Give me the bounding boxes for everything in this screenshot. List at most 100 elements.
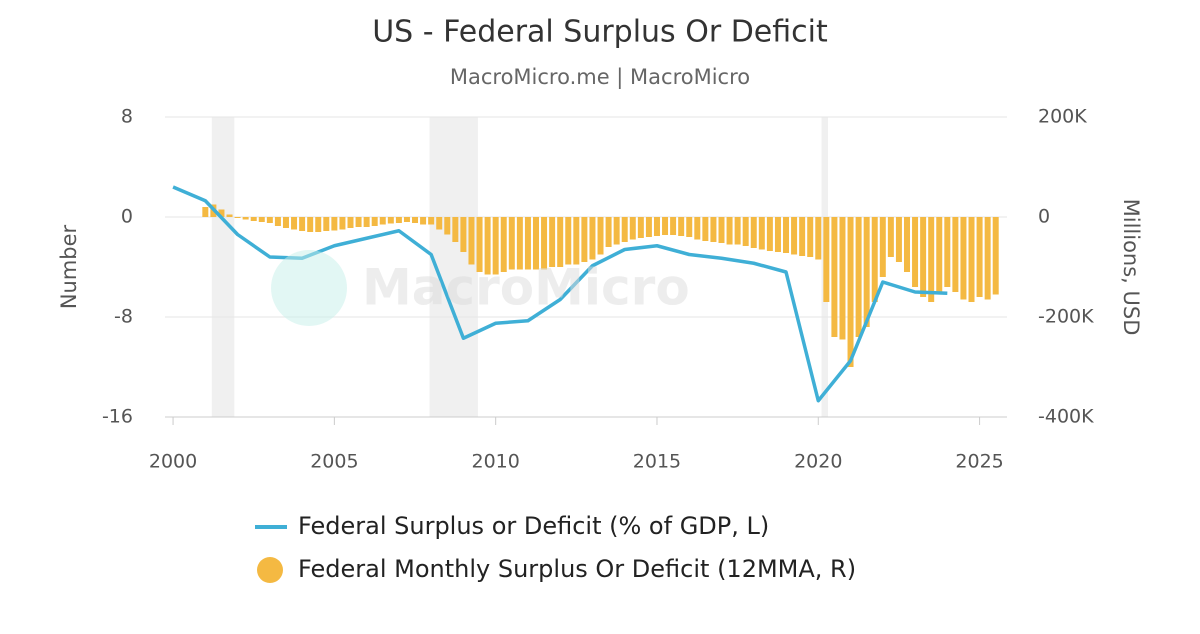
bar xyxy=(718,217,725,243)
bar xyxy=(815,217,822,260)
bar xyxy=(581,217,588,262)
watermark-icon xyxy=(271,250,347,326)
bar xyxy=(928,217,935,302)
bar xyxy=(371,217,378,226)
bar xyxy=(605,217,612,247)
bar xyxy=(863,217,870,327)
bar xyxy=(871,217,878,302)
bar xyxy=(412,217,419,223)
bar xyxy=(597,217,604,255)
bar xyxy=(557,217,564,267)
bar xyxy=(476,217,483,272)
y-tick-label: -8 xyxy=(114,306,133,328)
bar xyxy=(686,217,693,237)
bar xyxy=(653,217,660,236)
bar xyxy=(879,217,886,277)
y2-tick-label: -400K xyxy=(1038,406,1094,428)
bar xyxy=(791,217,798,255)
bar xyxy=(323,217,330,231)
bar xyxy=(678,217,685,236)
chart-title: US - Federal Surplus Or Deficit xyxy=(372,15,828,50)
bar xyxy=(508,217,515,270)
bar xyxy=(960,217,967,300)
y2-tick-label: -200K xyxy=(1038,306,1094,328)
bar xyxy=(903,217,910,272)
bar xyxy=(968,217,975,302)
bar xyxy=(847,217,854,367)
bar xyxy=(734,217,741,245)
bar xyxy=(766,217,773,251)
bar xyxy=(226,214,233,217)
bar xyxy=(500,217,507,272)
x-tick-label: 2000 xyxy=(149,451,197,473)
y-tick-label: -16 xyxy=(102,406,133,428)
bar xyxy=(839,217,846,340)
bar xyxy=(403,217,410,222)
bar xyxy=(920,217,927,297)
bar xyxy=(395,217,402,223)
y-axis-label: Number xyxy=(57,224,81,309)
y2-tick-label: 0 xyxy=(1038,206,1050,228)
recession-shade xyxy=(211,117,235,417)
legend-label: Federal Monthly Surplus Or Deficit (12MM… xyxy=(298,555,856,583)
watermark-group: MacroMicro xyxy=(271,250,690,326)
bar xyxy=(887,217,894,257)
bar xyxy=(516,217,523,270)
bar xyxy=(573,217,580,265)
bar xyxy=(242,217,249,220)
bar xyxy=(428,217,435,225)
bar xyxy=(387,217,394,224)
plot-area xyxy=(165,116,1007,425)
bar xyxy=(912,217,919,287)
chart-subtitle: MacroMicro.me | MacroMicro xyxy=(450,65,750,90)
bar xyxy=(976,217,983,297)
bar xyxy=(589,217,596,260)
bar xyxy=(315,217,322,232)
bar xyxy=(895,217,902,262)
bar xyxy=(468,217,475,265)
bar xyxy=(218,209,225,217)
x-tick-label: 2025 xyxy=(955,451,1003,473)
bar xyxy=(694,217,701,240)
bar xyxy=(266,217,273,223)
bar xyxy=(944,217,951,287)
y2-tick-label: 200K xyxy=(1038,106,1087,128)
bar xyxy=(637,217,644,238)
bar xyxy=(492,217,499,275)
bar xyxy=(234,217,241,218)
bar xyxy=(726,217,733,245)
bar xyxy=(621,217,628,242)
bar xyxy=(250,217,257,221)
bar xyxy=(436,217,443,230)
bar xyxy=(774,217,781,252)
bar xyxy=(339,217,346,230)
bar xyxy=(799,217,806,256)
bar xyxy=(274,217,281,226)
y2-axis-label: Millions, USD xyxy=(1119,199,1143,336)
bar xyxy=(420,217,427,225)
bar xyxy=(299,217,306,231)
x-tick-label: 2010 xyxy=(471,451,519,473)
bar xyxy=(549,217,556,267)
bar xyxy=(984,217,991,300)
bar xyxy=(363,217,370,227)
bar xyxy=(258,217,265,222)
bar xyxy=(823,217,830,302)
bar xyxy=(484,217,491,275)
bar xyxy=(202,207,209,217)
bar xyxy=(331,217,338,231)
y-tick-label: 8 xyxy=(121,106,133,128)
bar xyxy=(645,217,652,237)
bar xyxy=(831,217,838,337)
bar xyxy=(355,217,362,227)
bar xyxy=(613,217,620,245)
bar xyxy=(783,217,790,253)
bar xyxy=(565,217,572,265)
bar xyxy=(307,217,314,232)
x-tick-label: 2020 xyxy=(794,451,842,473)
bar xyxy=(670,217,677,235)
bar xyxy=(742,217,749,246)
bar xyxy=(936,217,943,292)
bar xyxy=(992,217,999,295)
